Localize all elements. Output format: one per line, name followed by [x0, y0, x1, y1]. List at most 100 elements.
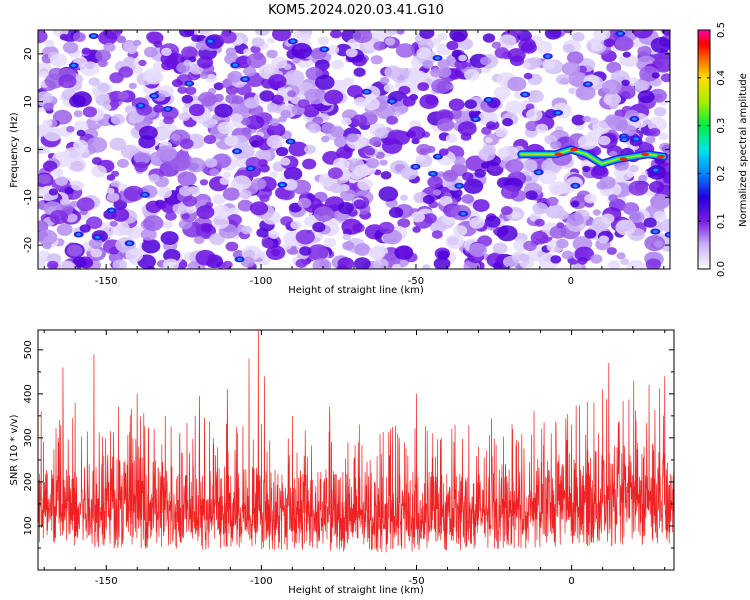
spectrogram-cell: [156, 145, 177, 161]
spectrogram-cell: [567, 213, 584, 227]
spectrogram-cell: [214, 103, 233, 118]
spectrogram-cell: [480, 162, 490, 169]
spectrogram-cell: [486, 252, 507, 268]
spectrogram-cell: [44, 39, 55, 48]
spectrogram-cell: [638, 174, 648, 183]
spectrogram-cell: [211, 204, 231, 220]
spectrogram-cell: [312, 222, 326, 233]
spectrogram-cell: [211, 215, 230, 229]
spectrogram-cell: [232, 63, 238, 67]
spectrogram-cell: [458, 54, 467, 62]
spectrogram-cell: [312, 258, 332, 269]
spectrogram-cell: [155, 127, 171, 140]
spectrogram-cell: [522, 62, 531, 69]
spectrogram-cell: [626, 171, 635, 178]
spectrogram-cell: [654, 194, 670, 207]
spectrogram-cell: [56, 223, 73, 236]
spectrogram-cell: [142, 68, 162, 83]
spectrogram-cell: [253, 51, 264, 61]
spectrogram-cell: [195, 249, 216, 266]
spectrogram-cell: [461, 194, 474, 204]
spectrogram-cell: [125, 248, 143, 263]
spectrogram-cell: [523, 72, 533, 80]
spectrogram-cell: [321, 135, 330, 143]
spectrogram-cell: [224, 135, 239, 147]
spectrogram-cell: [181, 94, 194, 104]
spectrogram-cell: [228, 207, 239, 216]
spectrogram-cell: [162, 220, 173, 229]
spectrogram-cell: [323, 237, 337, 248]
spectrogram-cell: [221, 30, 232, 37]
spectrogram-cell: [234, 149, 240, 153]
spectrogram-cell: [111, 170, 120, 177]
spectrogram-cell: [268, 230, 280, 239]
spectrogram-cell: [239, 189, 252, 200]
spectrogram-cell: [231, 175, 252, 191]
spectrogram-x-tick-label: -50: [408, 276, 424, 287]
spectrogram-cell: [254, 30, 271, 36]
spectrogram-cell: [73, 110, 83, 118]
spectrogram-cell: [179, 30, 195, 38]
spectrogram-cell: [167, 52, 185, 67]
spectrogram-cell: [596, 181, 608, 190]
spectrogram-cell: [353, 67, 366, 77]
spectrogram-cell: [142, 215, 164, 232]
signal-track-peak: [641, 152, 650, 157]
spectrogram-cell: [241, 117, 251, 126]
spectrogram-cell: [134, 161, 148, 173]
spectrogram-cell: [49, 210, 69, 225]
colorbar-ticks: 0.0 0.1 0.2 0.3 0.4 0.5: [698, 22, 727, 277]
spectrogram-cell: [259, 90, 275, 102]
spectrogram-cell: [106, 187, 115, 194]
spectrogram-cell: [225, 241, 239, 252]
snr-x-label: Height of straight line (km): [288, 585, 424, 596]
spectrogram-cell: [338, 201, 354, 215]
spectrogram-cell: [632, 30, 653, 39]
spectrogram-cell: [288, 140, 294, 143]
spectrogram-cell: [109, 220, 118, 227]
spectrogram-cell: [330, 30, 342, 39]
spectrogram-cell: [195, 40, 209, 51]
spectrogram-cell: [341, 218, 363, 235]
spectrogram-cell: [196, 205, 215, 220]
spectrogram-cell: [146, 31, 160, 42]
spectrogram-cell: [570, 200, 580, 208]
spectrogram-cell: [393, 111, 402, 117]
spectrogram-cell: [143, 46, 158, 58]
spectrogram-cell: [95, 235, 100, 239]
spectrogram-cell: [266, 245, 286, 261]
spectrogram-cell: [486, 121, 496, 129]
spectrogram-cell: [617, 32, 623, 36]
spectrogram-cell: [151, 94, 157, 98]
spectrogram-cell: [621, 137, 627, 141]
spectrogram-cell: [511, 30, 524, 36]
spectrogram-cell: [357, 178, 373, 191]
spectrogram-cell: [86, 216, 103, 229]
spectrogram-cell: [460, 212, 466, 216]
spectrogram-cell: [321, 47, 327, 51]
spectrogram-cell: [535, 41, 553, 54]
snr-x-tick-label: -150: [95, 576, 118, 587]
spectrogram-cell: [667, 233, 670, 237]
spectrogram-cell: [621, 91, 631, 99]
spectrogram-cell: [72, 32, 86, 43]
spectrogram-cell: [66, 125, 75, 133]
spectrogram-cell: [453, 225, 468, 237]
spectrogram-cell: [128, 82, 137, 90]
spectrogram-cell: [345, 48, 358, 58]
spectrogram-cell: [255, 149, 272, 162]
spectrogram-cell: [305, 88, 326, 105]
spectrogram-cell: [647, 116, 667, 132]
spectrogram-cell: [266, 123, 286, 138]
spectrogram-cell: [203, 134, 217, 145]
spectrogram-cell: [213, 82, 224, 91]
spectrogram-cell: [492, 262, 503, 269]
spectrogram-cell: [133, 39, 142, 47]
spectrogram-cell: [598, 235, 610, 244]
spectrogram-cell: [497, 148, 510, 158]
spectrogram-cell: [433, 257, 451, 269]
spectrogram-cell: [621, 79, 630, 87]
spectrogram-cell: [178, 112, 190, 121]
spectrogram-cell: [378, 221, 395, 234]
